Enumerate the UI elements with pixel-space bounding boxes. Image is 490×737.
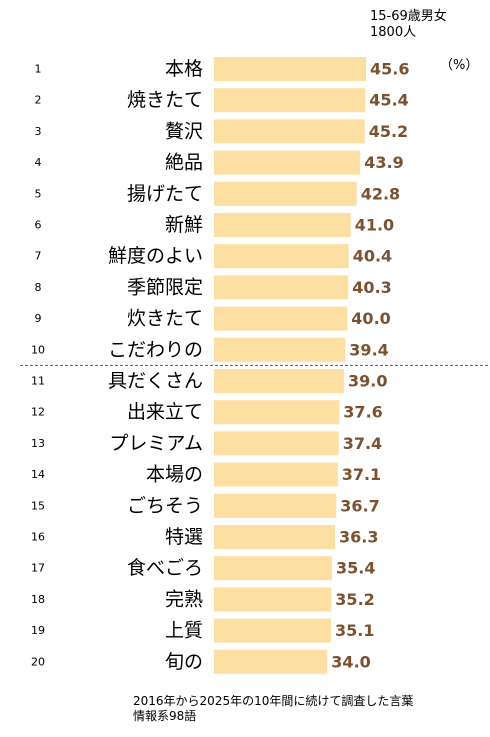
bar-1 bbox=[214, 57, 366, 81]
category-label-12: 出来立て bbox=[127, 401, 203, 423]
value-label-8: 40.3 bbox=[352, 278, 391, 297]
value-label-13: 37.4 bbox=[343, 434, 382, 453]
bar-4 bbox=[214, 150, 361, 175]
bar-5 bbox=[214, 181, 357, 206]
bar-7 bbox=[214, 244, 349, 269]
value-label-17: 35.4 bbox=[336, 559, 375, 578]
category-label-14: 本場の bbox=[146, 464, 203, 486]
value-label-15: 36.7 bbox=[340, 496, 379, 515]
value-label-9: 40.0 bbox=[351, 309, 390, 328]
value-label-6: 41.0 bbox=[355, 216, 394, 235]
rank-label-2: 2 bbox=[35, 94, 42, 107]
value-label-3: 45.2 bbox=[369, 122, 408, 141]
category-label-20: 旬の bbox=[165, 651, 203, 673]
rank-label-18: 18 bbox=[31, 593, 45, 606]
rank-label-6: 6 bbox=[35, 219, 42, 232]
value-label-7: 40.4 bbox=[353, 247, 392, 266]
rank-label-7: 7 bbox=[35, 250, 42, 263]
rank-label-15: 15 bbox=[31, 499, 45, 512]
bar-2 bbox=[214, 88, 366, 113]
rank-label-1: 1 bbox=[35, 63, 42, 76]
rank-label-19: 19 bbox=[31, 624, 45, 637]
category-label-8: 季節限定 bbox=[127, 276, 203, 298]
value-label-14: 37.1 bbox=[342, 465, 381, 484]
rank-label-11: 11 bbox=[31, 375, 45, 388]
category-label-15: ごちそう bbox=[127, 495, 203, 517]
category-label-11: 具だくさん bbox=[108, 370, 203, 392]
value-label-10: 39.4 bbox=[349, 340, 388, 359]
rank-label-12: 12 bbox=[31, 406, 45, 419]
category-label-16: 特選 bbox=[165, 526, 203, 548]
category-label-1: 本格 bbox=[165, 58, 203, 80]
category-label-3: 贅沢 bbox=[165, 120, 203, 142]
value-label-4: 43.9 bbox=[364, 153, 403, 172]
bar-8 bbox=[214, 275, 349, 300]
value-label-18: 35.2 bbox=[335, 590, 374, 609]
category-label-5: 揚げたて bbox=[127, 183, 203, 205]
rank-label-20: 20 bbox=[31, 655, 45, 668]
category-label-4: 絶品 bbox=[165, 152, 203, 174]
category-label-7: 鮮度のよい bbox=[108, 245, 203, 267]
bar-3 bbox=[214, 119, 365, 144]
bar-18 bbox=[214, 587, 332, 612]
value-label-11: 39.0 bbox=[348, 372, 387, 391]
sample-line-2: 1800人 bbox=[370, 25, 417, 40]
bar-16 bbox=[214, 525, 335, 549]
bar-10 bbox=[214, 337, 346, 362]
bar-14 bbox=[214, 462, 338, 487]
bar-9 bbox=[214, 306, 348, 331]
rank-label-17: 17 bbox=[31, 562, 45, 575]
value-label-12: 37.6 bbox=[343, 403, 382, 422]
sample-size-label: 15-69歳男女 1800人 bbox=[370, 9, 447, 41]
value-label-2: 45.4 bbox=[369, 91, 408, 110]
category-label-6: 新鮮 bbox=[165, 214, 203, 236]
value-label-1: 45.6 bbox=[370, 60, 409, 79]
value-label-20: 34.0 bbox=[331, 652, 370, 671]
category-label-10: こだわりの bbox=[108, 339, 203, 361]
sample-line-1: 15-69歳男女 bbox=[370, 9, 447, 24]
value-label-5: 42.8 bbox=[361, 184, 400, 203]
bar-13 bbox=[214, 431, 339, 456]
rank-label-13: 13 bbox=[31, 437, 45, 450]
category-label-19: 上質 bbox=[165, 620, 203, 642]
value-label-16: 36.3 bbox=[339, 528, 378, 547]
footnote-line-2: 情報系98語 bbox=[133, 709, 197, 723]
footnote: 2016年から2025年の10年間に続けて調査した言葉 情報系98語 bbox=[133, 694, 413, 724]
category-label-13: プレミアム bbox=[109, 432, 203, 454]
rank-label-16: 16 bbox=[31, 531, 45, 544]
rank-label-10: 10 bbox=[31, 343, 45, 356]
bar-6 bbox=[214, 213, 351, 237]
rank-label-14: 14 bbox=[31, 468, 45, 481]
footnote-line-1: 2016年から2025年の10年間に続けて調査した言葉 bbox=[133, 694, 414, 708]
bar-19 bbox=[214, 618, 331, 643]
rank-label-4: 4 bbox=[35, 156, 42, 169]
bar-12 bbox=[214, 400, 340, 425]
bar-15 bbox=[214, 493, 337, 518]
bar-20 bbox=[214, 649, 328, 674]
category-label-17: 食べごろ bbox=[127, 557, 203, 579]
rank-label-5: 5 bbox=[35, 187, 42, 200]
category-label-2: 焼きたて bbox=[127, 89, 203, 111]
unit-label: （%） bbox=[440, 58, 479, 73]
category-label-9: 炊きたて bbox=[127, 308, 203, 330]
rank-label-3: 3 bbox=[35, 125, 42, 138]
rank-label-9: 9 bbox=[35, 312, 42, 325]
bar-17 bbox=[214, 556, 332, 581]
rank-label-8: 8 bbox=[35, 281, 42, 294]
category-label-18: 完熟 bbox=[165, 588, 203, 610]
bar-11 bbox=[214, 369, 344, 393]
value-label-19: 35.1 bbox=[335, 621, 374, 640]
